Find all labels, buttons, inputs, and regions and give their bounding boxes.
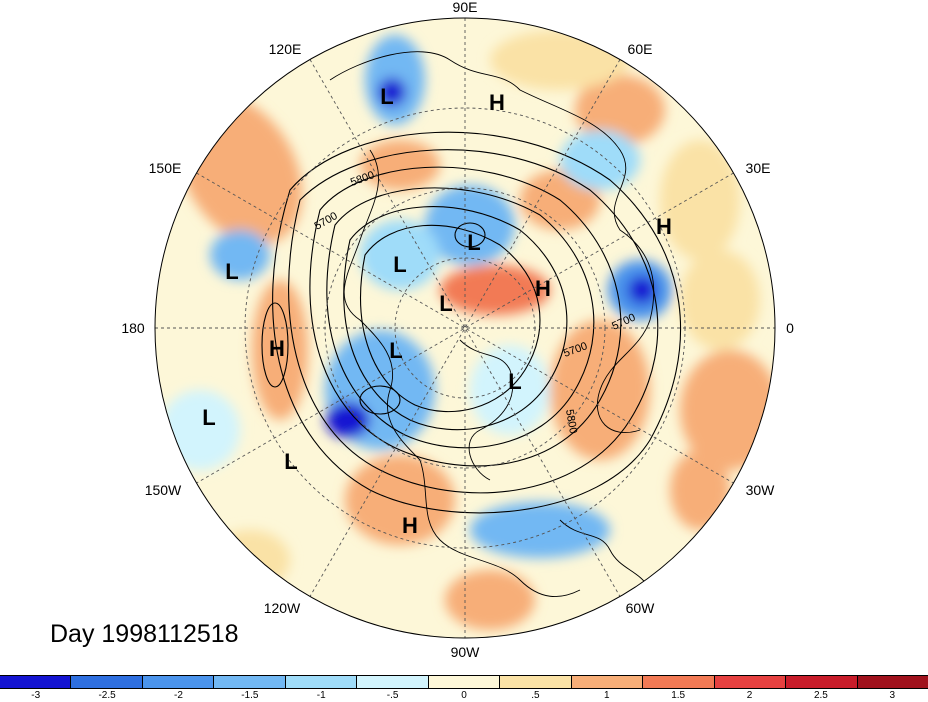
colorbar-segment [714,676,787,688]
lon-label-60w: 60W [626,600,656,616]
colorbar-tick-label: 0 [461,690,467,701]
colorbar-segment [428,676,501,688]
colorbar-tick-label: 2.5 [813,690,828,701]
colorbar-tick-label: -2 [174,690,183,701]
pressure-center-low: L [202,405,215,430]
colorbar-tick-labels: -3 -2.5 -2 -1.5 -1 -.5 0 .5 1 1.5 2 2.5 3 [0,690,928,702]
lon-label-150e: 150E [149,160,182,176]
pressure-center-low: L [508,369,521,394]
day-label: Day 1998112518 [50,620,239,648]
lon-label-0: 0 [786,320,794,336]
colorbar-tick-label: -1 [316,690,326,701]
pressure-center-low: L [380,84,393,109]
colorbar-segment [500,676,572,688]
colorbar-tick-label: -3 [31,690,41,701]
pressure-center-low: L [439,291,452,316]
colorbar-tick-label: 1.5 [671,690,686,701]
lon-label-90e: 90E [453,0,478,15]
pressure-center-low: L [284,449,297,474]
colorbar-segment [142,676,215,688]
height-contours [261,131,682,514]
colorbar-segment [571,676,644,688]
lon-label-60e: 60E [628,41,653,57]
pressure-center-high: H [656,214,672,239]
colorbar-segment [214,676,286,688]
pressure-center-low: L [389,338,402,363]
colorbar-segment [285,676,358,688]
colorbar [0,675,928,689]
colorbar-segment [71,676,143,688]
lon-label-120w: 120W [264,600,301,616]
longitude-labels: 90E 60E 30E 0 30W 60W 90W 120W 150W 180 … [121,0,794,660]
colorbar-segment [643,676,715,688]
colorbar-segment [357,676,429,688]
anomaly-map: 90E 60E 30E 0 30W 60W 90W 120W 150W 180 … [121,0,794,660]
colorbar-segment [0,676,72,688]
graticule [155,18,775,638]
colorbar-tick-label: -1.5 [241,690,259,701]
lon-label-120e: 120E [269,41,302,57]
lon-label-180: 180 [121,320,145,336]
pressure-center-low: L [467,230,480,255]
colorbar-tick-label: 1 [603,690,610,701]
map-boundary [154,17,776,639]
pressure-centers: L H H L L L H L H L L L L H [202,84,672,538]
colorbar-segment [786,676,858,688]
lon-label-90w: 90W [451,644,481,660]
colorbar-tick-label: -2.5 [98,690,116,701]
colorbar-tick-label: -.5 [386,690,399,701]
colorbar-segment [857,676,928,688]
colorbar-tick-label: 3 [889,690,896,701]
coastlines [329,51,655,597]
lon-label-150w: 150W [145,482,182,498]
lon-label-30w: 30W [746,482,776,498]
colorbar-tick-label: 2 [746,690,753,701]
contour-label: 5800 [563,408,579,434]
pressure-center-high: H [269,336,285,361]
pressure-center-low: L [225,259,238,284]
pressure-center-high: H [402,513,418,538]
lon-label-30e: 30E [746,160,771,176]
pressure-center-high: H [489,90,505,115]
pressure-center-high: H [535,276,551,301]
colorbar-tick-label: .5 [531,690,540,701]
pressure-center-low: L [393,252,406,277]
